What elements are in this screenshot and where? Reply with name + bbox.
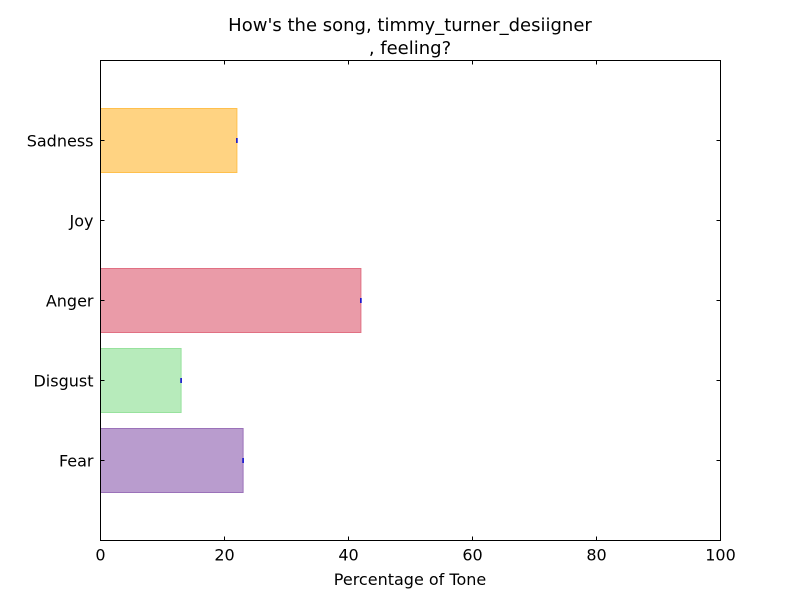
y-tick-label-joy: Joy: [69, 212, 94, 231]
x-tick-label-20: 20: [214, 546, 234, 565]
bars-layer: [100, 108, 362, 493]
ticks-layer: Fear Disgust Anger Joy Sadness 0 20 40 60 80 100: [27, 60, 736, 565]
y-tick-label-anger: Anger: [46, 292, 94, 311]
x-tick-label-0: 0: [95, 546, 105, 565]
x-axis-label: Percentage of Tone: [334, 570, 486, 589]
y-tick-label-fear: Fear: [59, 452, 94, 471]
x-tick-label-100: 100: [705, 546, 736, 565]
bar-sadness: [100, 108, 238, 173]
x-tick-label-60: 60: [462, 546, 482, 565]
bar-disgust: [100, 348, 182, 413]
y-tick-label-disgust: Disgust: [33, 372, 93, 391]
x-tick-label-80: 80: [586, 546, 606, 565]
bar-anger: [100, 268, 362, 333]
chart-title-line-2: , feeling?: [369, 38, 451, 59]
plot-frame: [100, 60, 721, 541]
chart-title-line-1: How's the song, timmy_turner_desiigner: [228, 15, 592, 36]
x-tick-label-40: 40: [338, 546, 358, 565]
y-tick-label-sadness: Sadness: [27, 132, 94, 151]
bar-fear: [100, 428, 244, 493]
